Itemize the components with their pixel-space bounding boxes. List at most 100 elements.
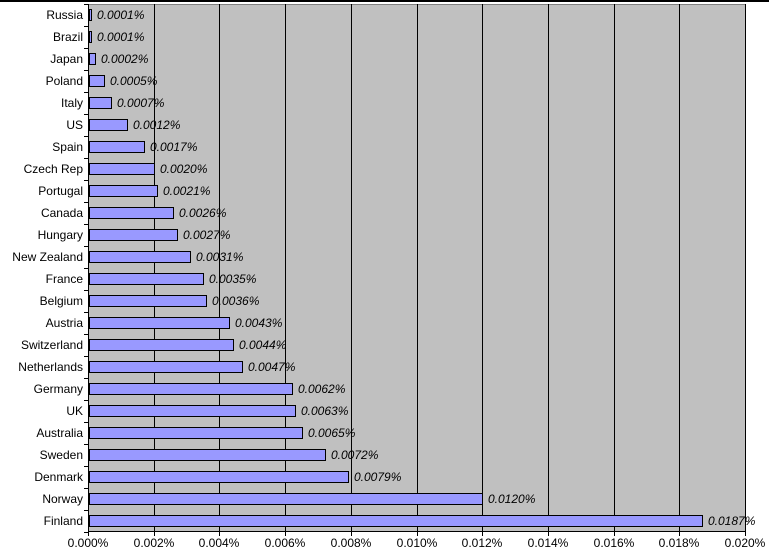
bar-australia[interactable] (89, 427, 303, 439)
gridline-0.014% (548, 4, 549, 532)
category-label: Austria (45, 316, 83, 330)
bar-uk[interactable] (89, 405, 296, 417)
bar-japan[interactable] (89, 53, 96, 65)
bar-value-label: 0.0187% (708, 514, 756, 528)
bar-value-label: 0.0012% (133, 118, 181, 132)
y-axis-tick (84, 268, 89, 269)
gridline-0.016% (614, 4, 615, 532)
x-axis-tick-label: 0.000% (67, 536, 109, 550)
bar-new-zealand[interactable] (89, 251, 191, 263)
x-axis-tick-label: 0.012% (461, 536, 503, 550)
bar-value-label: 0.0035% (209, 272, 257, 286)
y-axis-tick (84, 444, 89, 445)
category-label: Spain (52, 140, 83, 154)
bar-canada[interactable] (89, 207, 174, 219)
bar-value-label: 0.0072% (331, 448, 379, 462)
bar-belgium[interactable] (89, 295, 207, 307)
category-label: Norway (42, 492, 83, 506)
bar-sweden[interactable] (89, 449, 326, 461)
bar-netherlands[interactable] (89, 361, 243, 373)
bar-denmark[interactable] (89, 471, 349, 483)
bar-value-label: 0.0044% (239, 338, 287, 352)
x-axis-tick (548, 531, 549, 536)
bar-value-label: 0.0027% (183, 228, 231, 242)
category-label: Hungary (37, 228, 83, 242)
bar-value-label: 0.0043% (235, 316, 283, 330)
y-axis-tick (84, 48, 89, 49)
bar-value-label: 0.0062% (298, 382, 346, 396)
bar-germany[interactable] (89, 383, 293, 395)
bar-value-label: 0.0002% (101, 52, 149, 66)
y-axis-tick (84, 70, 89, 71)
x-axis-tick (285, 531, 286, 536)
bar-value-label: 0.0026% (179, 206, 227, 220)
bar-portugal[interactable] (89, 185, 158, 197)
bar-value-label: 0.0007% (117, 96, 165, 110)
gridline-0.018% (679, 4, 680, 532)
bar-switzerland[interactable] (89, 339, 234, 351)
category-label: France (45, 272, 83, 286)
y-axis-tick (84, 488, 89, 489)
bar-russia[interactable] (89, 9, 92, 21)
bar-value-label: 0.0047% (248, 360, 296, 374)
bar-spain[interactable] (89, 141, 145, 153)
y-axis-tick (84, 334, 89, 335)
bar-france[interactable] (89, 273, 204, 285)
category-label: Brazil (52, 30, 83, 44)
x-axis-tick-label: 0.010% (396, 536, 438, 550)
bar-finland[interactable] (89, 515, 703, 527)
y-axis-tick (84, 136, 89, 137)
y-axis-tick (84, 378, 89, 379)
category-label: Poland (45, 74, 83, 88)
bar-brazil[interactable] (89, 31, 92, 43)
gridline-0.008% (351, 4, 352, 532)
bar-italy[interactable] (89, 97, 112, 109)
x-axis-tick-label: 0.016% (593, 536, 635, 550)
x-axis-tick (614, 531, 615, 536)
bar-us[interactable] (89, 119, 128, 131)
bar-value-label: 0.0001% (97, 30, 145, 44)
category-label: Australia (36, 426, 83, 440)
y-axis-tick (84, 92, 89, 93)
bar-value-label: 0.0005% (110, 74, 158, 88)
category-label: Czech Rep (23, 162, 83, 176)
x-axis-tick (219, 531, 220, 536)
bar-poland[interactable] (89, 75, 105, 87)
x-axis-tick (417, 531, 418, 536)
y-axis-tick (84, 510, 89, 511)
x-axis-tick (745, 531, 746, 536)
bar-norway[interactable] (89, 493, 483, 505)
bar-value-label: 0.0021% (163, 184, 211, 198)
y-axis-tick (84, 356, 89, 357)
y-axis-tick (84, 224, 89, 225)
category-label: US (66, 118, 83, 132)
bar-austria[interactable] (89, 317, 230, 329)
y-axis-tick (84, 4, 89, 5)
bar-value-label: 0.0017% (150, 140, 198, 154)
y-axis-tick (84, 422, 89, 423)
x-axis-tick (482, 531, 483, 536)
category-label: Belgium (39, 294, 83, 308)
y-axis-tick (84, 290, 89, 291)
category-label: Finland (43, 514, 83, 528)
bar-value-label: 0.0063% (301, 404, 349, 418)
x-axis-tick (154, 531, 155, 536)
x-axis-tick (88, 531, 89, 536)
x-axis-tick-label: 0.002% (133, 536, 175, 550)
bar-value-label: 0.0020% (160, 162, 208, 176)
gridline-0.004% (219, 4, 220, 532)
y-axis-tick (84, 158, 89, 159)
category-label: Italy (60, 96, 83, 110)
bar-czech-rep[interactable] (89, 163, 155, 175)
bar-value-label: 0.0065% (308, 426, 356, 440)
category-label: Japan (50, 52, 83, 66)
bar-value-label: 0.0001% (97, 8, 145, 22)
category-label: Russia (46, 8, 83, 22)
category-label: New Zealand (12, 250, 83, 264)
y-axis-tick (84, 466, 89, 467)
bar-hungary[interactable] (89, 229, 178, 241)
category-label: Sweden (39, 448, 83, 462)
y-axis-tick (84, 312, 89, 313)
y-axis-tick (84, 246, 89, 247)
bar-value-label: 0.0079% (354, 470, 402, 484)
